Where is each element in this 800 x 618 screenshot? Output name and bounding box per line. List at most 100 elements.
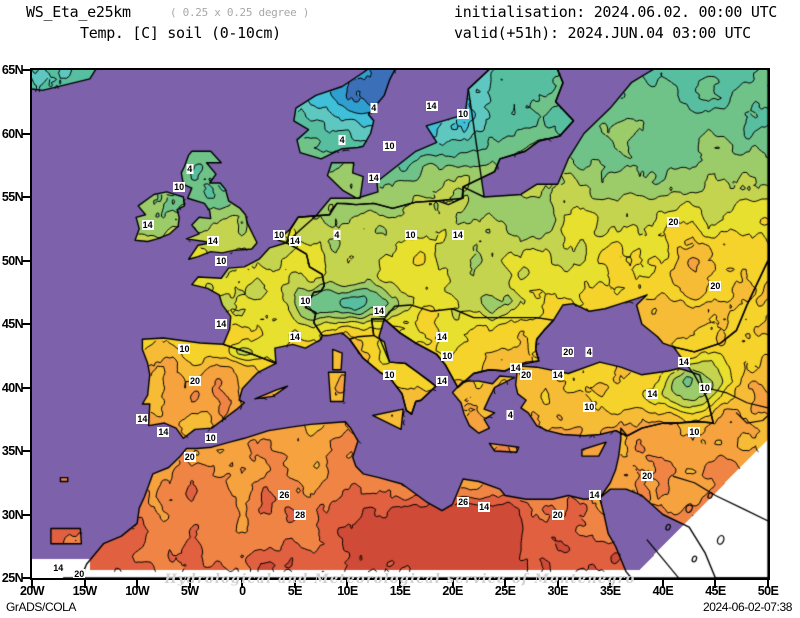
- x-axis-tick-mark: [399, 580, 401, 588]
- y-axis-tick-mark: [22, 386, 30, 389]
- y-axis-tick-mark: [22, 69, 30, 71]
- x-axis-tick-5E: 5E: [287, 584, 303, 598]
- x-axis-tick-mark: [556, 580, 559, 588]
- x-axis-tick-15W: 15W: [72, 584, 98, 598]
- contour-label: 4: [333, 230, 341, 241]
- contour-label: 10: [273, 230, 286, 241]
- y-axis-tick-mark: [22, 577, 30, 579]
- contour-label: 10: [204, 433, 217, 444]
- contour-label: 20: [641, 471, 654, 482]
- contour-label: 14: [436, 331, 449, 342]
- contour-label: 4: [506, 410, 514, 421]
- x-axis-tick-mark: [609, 580, 612, 588]
- x-axis-tick-mark: [661, 580, 664, 588]
- contour-label: 14: [425, 100, 438, 111]
- contour-label: 14: [646, 388, 659, 399]
- contour-label: 14: [157, 426, 170, 437]
- contour-label: 10: [457, 109, 470, 120]
- x-axis-tick-20W: 20W: [20, 584, 45, 598]
- x-axis-tick-30E: 30E: [547, 584, 568, 598]
- y-axis-tick-30N: 30N: [1, 507, 24, 522]
- initialisation-time: initialisation: 2024.06.02. 00:00 UTC: [454, 3, 778, 21]
- contour-label: 20: [667, 217, 680, 228]
- map-plot-area: 10 14 4 4 10 4 10 14 14 10 10 14 4 10 14 14 20 20 10 14 14 10…: [30, 68, 770, 580]
- x-axis-tick-mark: [293, 580, 296, 588]
- x-axis-tick-10W: 10W: [125, 584, 150, 598]
- contour-label: 14: [478, 501, 491, 512]
- contour-label: 26: [278, 490, 291, 501]
- y-axis-tick-mark: [22, 450, 30, 452]
- contour-label: 10: [383, 369, 396, 380]
- contour-label: 14: [588, 490, 601, 501]
- contour-label: 14: [451, 230, 464, 241]
- y-axis-tick-mark: [22, 323, 30, 325]
- contour-label: 4: [338, 134, 346, 145]
- x-axis-tick-15E: 15E: [389, 584, 411, 598]
- contour-label: 10: [698, 382, 711, 393]
- resolution-label: ( 0.25 x 0.25 degree ): [170, 6, 310, 19]
- contour-label: 14: [52, 562, 65, 573]
- x-axis-tick-mark: [451, 580, 454, 588]
- x-axis-tick-25E: 25E: [494, 584, 516, 598]
- x-axis-tick-mark: [504, 580, 507, 588]
- y-axis-tick-45N: 45N: [1, 317, 24, 331]
- contour-label: 14: [367, 172, 380, 183]
- contour-label: 28: [294, 509, 307, 520]
- x-axis-tick-mark: [31, 580, 33, 588]
- variable-label: Temp. [C] soil (0-10cm): [80, 24, 281, 42]
- contour-label: 20: [562, 346, 575, 357]
- contour-label: 10: [583, 401, 596, 412]
- x-axis-tick-mark: [241, 580, 244, 588]
- x-axis-tick-mark: [346, 580, 349, 588]
- x-axis-tick-mark: [83, 580, 86, 588]
- x-axis-tick-45E: 45E: [705, 584, 726, 598]
- contour-label: 20: [709, 280, 722, 291]
- y-axis-tick-mark: [22, 259, 30, 262]
- y-axis-tick-60N: 60N: [1, 126, 24, 141]
- contour-label: 14: [215, 319, 228, 329]
- x-axis-tick-50E: 50E: [757, 584, 779, 598]
- contour-label: 14: [677, 357, 690, 368]
- contour-label: 14: [436, 376, 449, 387]
- x-axis-tick-mark: [714, 580, 717, 588]
- render-timestamp: 2024-06-02-07:38: [702, 600, 792, 614]
- contour-label: 4: [370, 103, 378, 114]
- map-header: WS_Eta_e25km ( 0.25 x 0.25 degree ) Temp…: [0, 0, 800, 46]
- contour-label: 10: [173, 181, 186, 192]
- valid-time: valid(+51h): 2024.JUN.04 03:00 UTC: [454, 24, 751, 42]
- y-axis-tick-mark: [22, 196, 30, 198]
- contour-label: 4: [585, 346, 593, 357]
- contour-label: 10: [299, 296, 312, 307]
- contour-label: 20: [188, 376, 201, 387]
- y-axis-tick-mark: [22, 132, 30, 135]
- software-credit: GrADS/COLA: [6, 600, 77, 614]
- contour-label: 20: [551, 509, 564, 520]
- x-axis-tick-0: 0: [239, 584, 246, 598]
- contour-label: 10: [215, 255, 228, 266]
- x-axis-tick-5W: 5W: [180, 584, 199, 598]
- x-axis-tick-35E: 35E: [600, 584, 621, 598]
- contour-label: 14: [288, 236, 301, 247]
- model-name-label: WS_Eta_e25km: [26, 3, 131, 21]
- contour-label: 14: [372, 306, 385, 317]
- contour-label: 10: [441, 350, 454, 361]
- temperature-field-canvas: [32, 70, 768, 578]
- contour-label: 10: [688, 426, 701, 437]
- y-axis-tick-mark: [22, 513, 30, 516]
- y-axis-tick-35N: 35N: [1, 444, 24, 458]
- contour-label: 14: [141, 219, 154, 230]
- contour-label: 14: [206, 236, 219, 247]
- x-axis-tick-mark: [767, 580, 769, 588]
- y-axis-tick-25N: 25N: [1, 571, 24, 585]
- contour-label: 4: [186, 164, 194, 175]
- y-axis-tick-40N: 40N: [1, 380, 24, 395]
- contour-label: 10: [383, 141, 396, 152]
- contour-label: 14: [136, 414, 149, 425]
- x-axis-tick-40E: 40E: [652, 584, 674, 598]
- contour-label: 20: [73, 569, 86, 580]
- contour-label: 10: [178, 344, 191, 355]
- contour-label: 26: [457, 496, 470, 507]
- contour-label: 14: [551, 369, 564, 380]
- contour-label: 14: [509, 363, 522, 374]
- y-axis-tick-65N: 65N: [1, 63, 24, 77]
